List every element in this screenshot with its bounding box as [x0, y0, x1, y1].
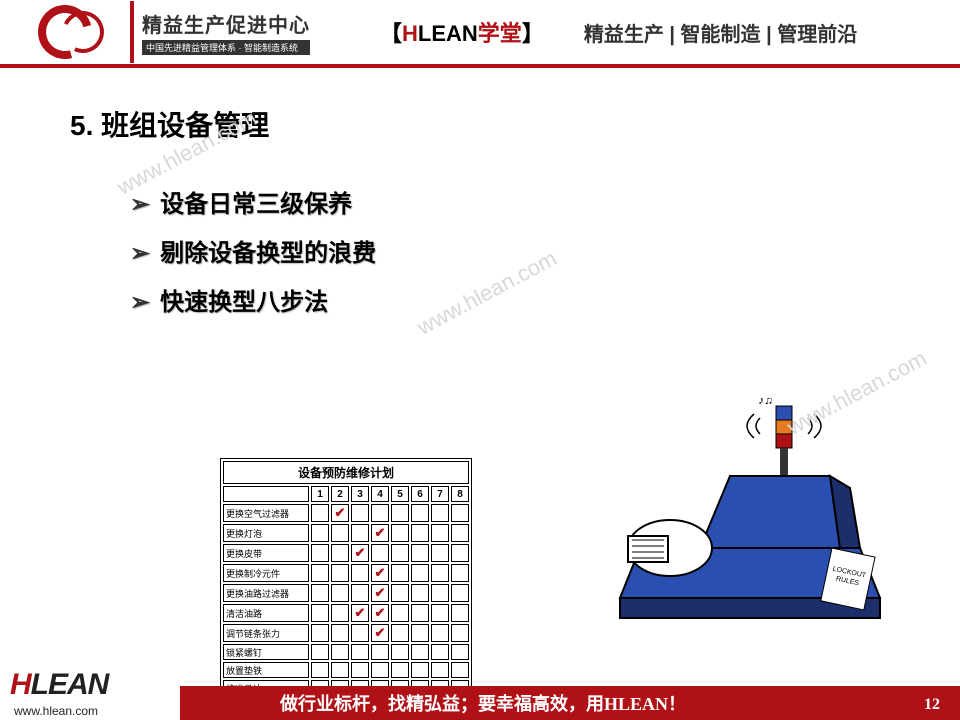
logo-subtitle: 中国先进精益管理体系 · 智能制造系统	[142, 40, 310, 55]
bullet-item: 设备日常三级保养	[130, 184, 890, 219]
bullet-item: 快速换型八步法	[130, 282, 890, 317]
bullet-list: 设备日常三级保养 剔除设备换型的浪费 快速换型八步法	[130, 184, 890, 317]
logo-title: 精益生产促进中心	[142, 9, 310, 38]
machine-illustration: ♪♫ LOCKOUT RULES	[580, 398, 900, 648]
footer-bar: 做行业标杆，找精弘益；要幸福高效，用HLEAN！ 12	[180, 686, 960, 720]
plan-title: 设备预防维修计划	[223, 461, 469, 484]
brand-tag: 【HLEAN学堂】	[380, 16, 544, 48]
footer-url: www.hlean.com	[14, 704, 98, 718]
table-row: 清洁油路✔✔	[223, 604, 469, 622]
footer: 做行业标杆，找精弘益；要幸福高效，用HLEAN！ 12 HLEAN www.hl…	[0, 660, 960, 720]
svg-text:♪♫: ♪♫	[758, 398, 773, 407]
table-row: 更换空气过滤器✔	[223, 504, 469, 522]
slide-body: 5. 班组设备管理 设备日常三级保养 剔除设备换型的浪费 快速换型八步法 设备预…	[0, 68, 960, 628]
header: 精益生产促进中心 中国先进精益管理体系 · 智能制造系统 【HLEAN学堂】 精…	[0, 0, 960, 68]
table-row: 调节链条张力✔	[223, 624, 469, 642]
logo-icon	[0, 1, 130, 63]
bullet-item: 剔除设备换型的浪费	[130, 233, 890, 268]
footer-slogan: 做行业标杆，找精弘益；要幸福高效，用HLEAN！	[280, 690, 686, 716]
logo-title-block: 精益生产促进中心 中国先进精益管理体系 · 智能制造系统	[130, 1, 310, 63]
page-number: 12	[924, 696, 940, 714]
table-row: 更换灯泡✔	[223, 524, 469, 542]
header-tagline: 精益生产 | 智能制造 | 管理前沿	[584, 18, 857, 47]
table-row: 更换油路过滤器✔	[223, 584, 469, 602]
slide-heading: 5. 班组设备管理	[70, 104, 890, 144]
table-row: 更换皮带✔	[223, 544, 469, 562]
table-row: 锁紧螺钉	[223, 644, 469, 660]
table-row: 更换制冷元件✔	[223, 564, 469, 582]
footer-logo: HLEAN	[10, 668, 108, 702]
